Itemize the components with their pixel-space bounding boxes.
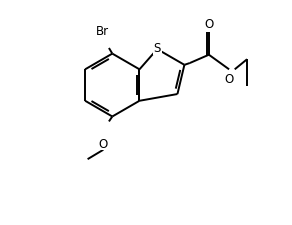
Text: Br: Br [96, 24, 109, 37]
Text: O: O [204, 18, 213, 30]
Text: O: O [225, 73, 234, 86]
Text: S: S [154, 42, 161, 55]
Text: O: O [99, 137, 108, 150]
